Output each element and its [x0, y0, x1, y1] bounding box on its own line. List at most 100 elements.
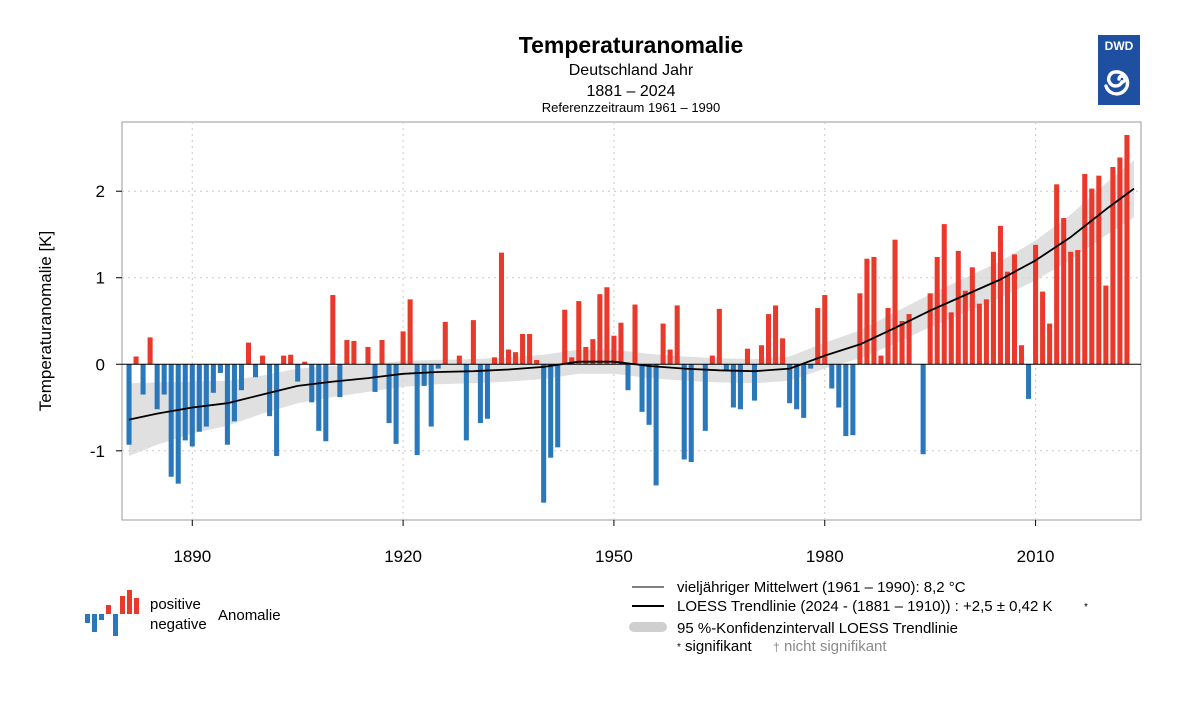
x-tick-label-1980: 1980: [806, 547, 844, 566]
x-tick-label-1890: 1890: [173, 547, 211, 566]
anomaly-bar-2005: [997, 225, 1003, 365]
x-axis: 1890 1920 1950 1980 2010: [173, 520, 1055, 566]
anomaly-bar-1965: [716, 308, 722, 365]
anomaly-bar-1959: [674, 305, 680, 365]
spiral-icon: [1104, 70, 1130, 96]
anomaly-bar-1944: [569, 357, 575, 365]
chart-period: 1881 – 2024: [587, 83, 676, 100]
anomaly-bar-1982: [836, 364, 842, 408]
chart-reference: Referenzzeitraum 1961 – 1990: [542, 100, 721, 115]
anomaly-bar-1904: [288, 354, 294, 365]
anomaly-bar-1985: [857, 293, 863, 365]
anomaly-bar-1882: [133, 356, 139, 365]
anomaly-bar-1978: [808, 364, 814, 369]
anomaly-bar-1945: [576, 301, 582, 365]
anomaly-bar-1950: [611, 335, 617, 365]
legend-mean-line: vieljähriger Mittelwert (1961 – 1990): 8…: [677, 579, 966, 596]
anomaly-bar-1974: [780, 338, 786, 365]
x-tick-label-1950: 1950: [595, 547, 633, 566]
x-tick-label-1920: 1920: [384, 547, 422, 566]
anomaly-bar-2023: [1124, 134, 1130, 365]
trend-line: [128, 187, 1135, 421]
y-tick-label-1: 1: [96, 269, 105, 288]
anomaly-bar-1909: [323, 364, 329, 442]
anomaly-bar-1996: [934, 256, 940, 365]
anomaly-bar-1963: [702, 364, 708, 431]
anomaly-bar-2018: [1089, 188, 1095, 365]
anomaly-bar-1924: [428, 364, 434, 427]
anomaly-bar-1956: [653, 364, 659, 486]
anomaly-bar-1895: [224, 364, 230, 445]
anomaly-bar-1921: [407, 299, 413, 365]
anomaly-bar-2001: [969, 267, 975, 365]
legend-trend-star: *: [1084, 602, 1088, 613]
legend-anomalie: Anomalie: [218, 607, 281, 624]
dwd-logo-text: DWD: [1105, 39, 1134, 53]
x-tick-label-2010: 2010: [1017, 547, 1055, 566]
anomaly-bar-1935: [505, 349, 512, 365]
anomaly-bar-2016: [1075, 250, 1081, 365]
anomaly-bar-2013: [1054, 184, 1060, 365]
anomaly-bar-1969: [744, 348, 750, 365]
legend-nonsig-mark: †: [773, 640, 780, 654]
anomaly-bar-1888: [175, 364, 181, 484]
anomaly-bar-1900: [260, 355, 266, 365]
anomaly-bar-1892: [203, 364, 209, 427]
anomaly-bar-1941: [548, 364, 554, 458]
anomaly-bar-1925: [435, 364, 441, 369]
anomaly-bar-2009: [1026, 364, 1032, 399]
anomaly-bar-1885: [154, 364, 160, 410]
anomaly-bar-1968: [737, 364, 743, 410]
anomaly-bar-1922: [414, 364, 420, 456]
y-axis-label: Temperaturanomalie [K]: [36, 231, 55, 411]
y-tick-label-0: 0: [96, 355, 105, 374]
legend-positive: positive: [150, 596, 201, 613]
anomaly-bar-1933: [491, 357, 497, 365]
anomaly-bar-1893: [210, 364, 216, 393]
legend-sig-star: *: [677, 642, 681, 653]
anomaly-bar-1912: [344, 340, 350, 365]
anomaly-bar-2014: [1061, 218, 1067, 365]
confidence-band-area: [129, 160, 1134, 456]
anomaly-bar-1952: [625, 364, 631, 391]
anomaly-bar-1936: [513, 352, 519, 365]
anomaly-bar-1976: [794, 364, 800, 410]
anomaly-bar-1883: [140, 364, 146, 395]
legend-mini-bars-icon: [85, 590, 139, 636]
anomaly-bar-1919: [393, 364, 399, 444]
anomaly-bar-1918: [386, 364, 392, 424]
anomaly-bars: [126, 134, 1130, 503]
anomaly-bar-1970: [751, 364, 758, 401]
anomaly-bar-1995: [927, 293, 933, 365]
legend-sig-label: signifikant: [685, 638, 753, 655]
anomaly-bar-1938: [527, 333, 533, 365]
anomaly-bar-1949: [604, 287, 610, 365]
anomaly-bar-2007: [1011, 254, 1018, 365]
line-legend: vieljähriger Mittelwert (1961 – 1990): 8…: [629, 579, 1088, 655]
anomaly-bar-1890: [189, 364, 195, 447]
anomaly-bar-1931: [477, 364, 483, 424]
anomaly-bar-1943: [562, 309, 568, 365]
anomaly-bar-1946: [583, 346, 589, 365]
anomaly-bar-1989: [885, 308, 891, 365]
anomaly-bar-1994: [920, 364, 926, 455]
y-tick-label--1: -1: [90, 442, 105, 461]
anomaly-bar-1951: [618, 322, 624, 365]
anomaly-bar-1910: [330, 295, 336, 365]
anomaly-bar-1987: [871, 256, 877, 365]
anomaly-bar-1955: [646, 364, 652, 425]
anomaly-bar-2003: [983, 299, 989, 365]
chart-title: Temperaturanomalie: [519, 32, 744, 58]
anomaly-bar-1898: [245, 342, 252, 365]
anomaly-bar-1932: [484, 364, 490, 419]
anomaly-bar-1948: [597, 294, 603, 365]
loess-trend-line: [128, 187, 1135, 421]
anomaly-bar-1961: [688, 364, 694, 463]
anomaly-bar-1991: [899, 321, 905, 365]
anomaly-bar-1942: [555, 364, 561, 448]
anomaly-bar-1940: [541, 364, 547, 503]
anomaly-bar-2022: [1117, 157, 1123, 365]
anomaly-bar-2008: [1019, 345, 1025, 365]
anomaly-bar-1891: [196, 364, 202, 432]
